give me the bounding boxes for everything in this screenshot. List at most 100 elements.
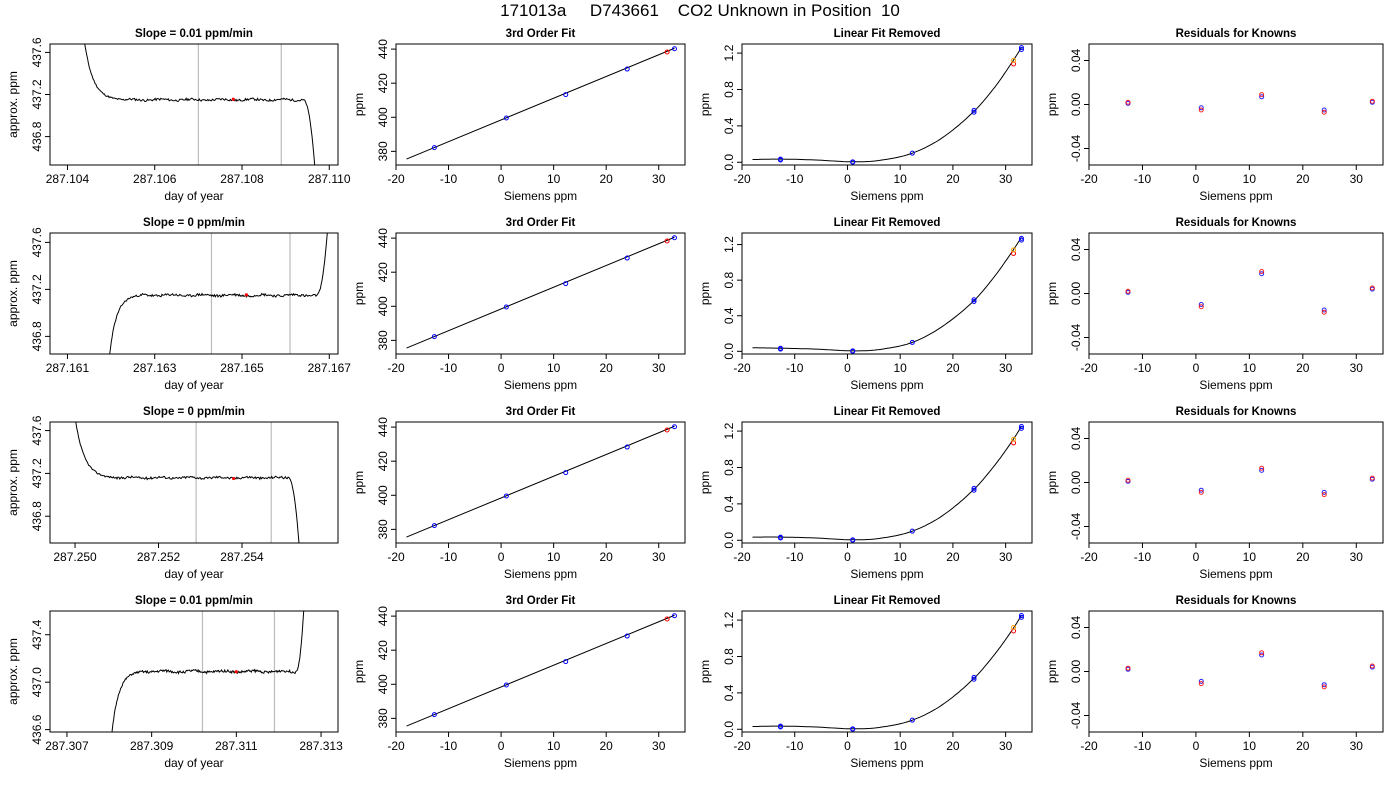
y-tick-label: 0.4 [722,117,736,134]
y-tick-label: 0.4 [722,307,736,324]
residual-curve [752,47,1022,163]
y-tick-label: 400 [376,485,390,505]
x-tick-label: -20 [733,361,751,375]
fit-panel-r0: 3rd Order Fit Siemens ppm ppm -20 -10 0 10 20 30… [352,28,686,203]
y-tick-label: 436.8 [30,121,44,151]
linear_removed-panel-r0: Linear Fit Removed Siemens ppm ppm -20 -10 0 1… [698,28,1033,203]
x-tick-label: 30 [999,361,1013,375]
x-tick-label: 0 [844,739,851,753]
x-tick-label: 20 [600,550,614,564]
known-point [671,235,677,241]
x-tick-label: 0 [844,550,851,564]
y-tick-label: 400 [376,296,390,316]
plot-area [109,233,328,354]
known-point [1018,425,1024,431]
plot-frame [395,232,686,355]
known-point [850,348,856,354]
residual-point [1369,285,1375,291]
x-tick-label: 10 [547,361,561,375]
known-point [777,346,783,352]
chart-title: Slope = 0 ppm/min [143,217,245,229]
y-tick-label: -0.04 [1069,702,1083,730]
y-axis-label: ppm [698,282,712,305]
x-tick-label: 10 [894,739,908,753]
residual-point [1259,652,1265,658]
plot-frame [741,43,1033,166]
x-tick-label: 287.106 [133,172,177,186]
fit-panel-r2: 3rd Order Fit Siemens ppm ppm -20 -10 0 10 20 30… [352,406,686,581]
known-point [431,523,437,529]
x-tick-label: 0 [1193,172,1200,186]
known-point [671,46,677,52]
x-tick-label: 0 [1193,361,1200,375]
known-point [909,150,915,156]
plot-frame [1088,421,1384,544]
known-point [1018,424,1024,430]
y-tick-label: 0.04 [1069,615,1083,639]
residual-point [1321,684,1327,690]
x-tick-label: 10 [894,361,908,375]
residual-point [1198,681,1204,687]
x-axis-label: Siemens ppm [850,756,923,770]
x-tick-label: -10 [440,739,458,753]
chart-title: Slope = 0 ppm/min [143,406,245,418]
x-tick-label: 0 [844,361,851,375]
known-point [971,485,977,491]
known-point [563,659,569,665]
unknown-point [1011,57,1017,63]
y-tick-label: 380 [376,519,390,539]
y-tick-label: 436.8 [30,501,44,531]
known-point [909,528,915,534]
known-point [563,470,569,476]
plot-area [406,424,677,538]
x-tick-label: 10 [547,739,561,753]
known-point [624,66,630,72]
x-tick-label: 0 [498,361,505,375]
known-point [1018,614,1024,620]
fit-panel-r3: 3rd Order Fit Siemens ppm ppm -20 -10 0 10 20 30… [352,595,686,770]
x-tick-label: -20 [1080,550,1098,564]
plot-area [752,235,1024,354]
known-point [503,493,509,499]
x-tick-label: 20 [946,550,960,564]
x-tick-label: 0 [498,550,505,564]
x-tick-label: 287.104 [46,172,90,186]
y-tick-label: 0.00 [1069,470,1083,494]
unknown-point [664,49,670,55]
known-point [971,297,977,303]
y-axis-label: ppm [698,93,712,116]
residual-point [1321,307,1327,313]
y-tick-label: 437.0 [30,667,44,697]
unknown-marker [234,670,238,674]
plot-area [84,44,316,165]
linear_removed-panel-r3: Linear Fit Removed Siemens ppm ppm -20 -10 0 1… [698,595,1033,770]
known-point [671,424,677,430]
known-point [777,157,783,163]
x-tick-label: 20 [1296,550,1310,564]
residual-point [1198,678,1204,684]
y-axis-label: ppm [352,93,366,116]
chart-title: Linear Fit Removed [834,217,941,229]
x-tick-label: -20 [387,550,405,564]
y-tick-label: 0.8 [722,271,736,288]
x-tick-label: -10 [786,550,804,564]
y-tick-label: 436.8 [30,321,44,351]
chart-title: Linear Fit Removed [834,28,941,40]
x-axis-label: Siemens ppm [1199,378,1272,392]
chart-title: 3rd Order Fit [506,406,576,418]
x-axis-label: day of year [164,189,223,203]
y-tick-label: 380 [376,330,390,350]
known-point [1018,46,1024,52]
x-tick-label: 287.165 [220,361,264,375]
x-tick-label: 0 [1193,739,1200,753]
residual-point [1321,682,1327,688]
plot-frame [395,43,686,166]
residual-point [1259,92,1265,98]
x-tick-label: 287.309 [130,739,174,753]
known-point [971,487,977,493]
unknown-point [664,427,670,433]
unknown-point [664,238,670,244]
trace-panel-r1: Slope = 0 ppm/min day of year approx. ppm 2… [6,217,351,392]
x-tick-label: -20 [387,739,405,753]
